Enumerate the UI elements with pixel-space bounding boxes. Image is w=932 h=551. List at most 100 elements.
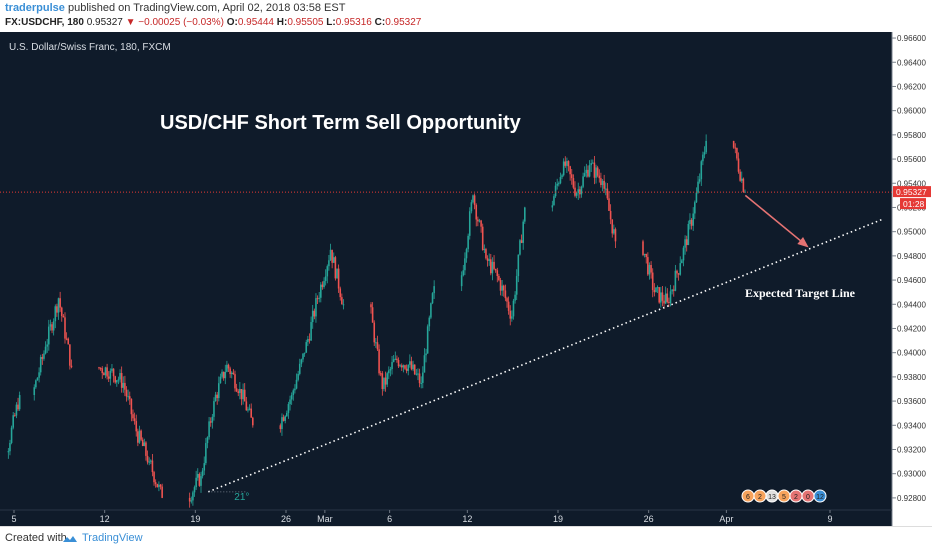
- candle-body: [468, 211, 471, 236]
- event-badge-count: 2: [794, 494, 798, 501]
- candle-body: [394, 358, 397, 360]
- candle-body: [282, 417, 285, 421]
- candle-body: [556, 183, 558, 186]
- angle-label: 21°: [234, 492, 249, 503]
- candle-body: [679, 263, 682, 275]
- candle-body: [289, 399, 291, 405]
- candle-body: [133, 418, 136, 422]
- candle-body: [590, 163, 592, 166]
- event-badge-count: 0: [806, 494, 810, 501]
- candle-body: [698, 179, 701, 182]
- candle-body: [112, 368, 115, 377]
- candle-body: [125, 389, 128, 397]
- candle-body: [472, 195, 474, 203]
- candle-body: [295, 379, 298, 389]
- candle-body: [423, 355, 426, 373]
- candle-body: [504, 290, 507, 299]
- candle-body: [290, 395, 293, 400]
- candle-body: [661, 292, 664, 301]
- author-link[interactable]: traderpulse: [5, 2, 65, 14]
- y-tick-label: 0.92800: [897, 494, 926, 503]
- candle-body: [227, 364, 230, 369]
- candle-body: [190, 500, 193, 502]
- y-tick-label: 0.93600: [897, 397, 926, 406]
- price-tag-value: 0.95327: [896, 187, 927, 197]
- candle-body: [402, 365, 405, 368]
- candle-body: [422, 372, 424, 383]
- x-tick-label: 6: [387, 514, 392, 524]
- candle-body: [224, 371, 227, 379]
- candle-body: [57, 298, 60, 313]
- candle-body: [67, 338, 70, 345]
- candle-body: [43, 353, 45, 359]
- candle-body: [230, 372, 233, 375]
- x-tick-label: 12: [100, 514, 110, 524]
- candle-body: [315, 298, 317, 317]
- candle-body: [384, 377, 387, 385]
- candle-body: [49, 324, 52, 327]
- candle-body: [574, 187, 576, 196]
- candle-body: [694, 202, 696, 214]
- candle-body: [151, 460, 154, 473]
- candle-body: [383, 377, 385, 389]
- candle-body: [596, 167, 599, 176]
- candle-body: [490, 259, 492, 274]
- candle-body: [577, 189, 580, 193]
- candle-body: [559, 177, 562, 184]
- candle-body: [116, 380, 118, 383]
- tradingview-brand-link[interactable]: TradingView: [82, 532, 143, 544]
- candle-body: [685, 239, 688, 246]
- tradingview-logo-icon: [63, 536, 77, 542]
- candle-body: [674, 270, 677, 291]
- candle-body: [404, 365, 406, 369]
- candle-body: [389, 369, 392, 371]
- candle-body: [373, 322, 376, 343]
- candle-body: [232, 372, 235, 375]
- candle-body: [470, 202, 473, 212]
- candle-body: [337, 268, 340, 289]
- sell-arrow[interactable]: [744, 194, 809, 248]
- candle-body: [400, 365, 403, 368]
- symbol-label: FX:USDCHF, 180: [5, 17, 84, 28]
- chart-headline: USD/CHF Short Term Sell Opportunity: [160, 112, 522, 134]
- candle-body: [681, 260, 683, 264]
- candle-body: [671, 289, 673, 292]
- candle-body: [287, 404, 290, 413]
- event-badge-count: 12: [816, 494, 824, 501]
- candle-body: [98, 367, 100, 369]
- economic-event-badges[interactable]: 6 2 13 5 2 0 12: [741, 489, 827, 503]
- y-axis: 0.96600 0.96400 0.96200 0.96000 0.95800 0.956…: [892, 34, 926, 503]
- y-tick-label: 0.94800: [897, 252, 926, 261]
- event-badge[interactable]: [813, 489, 827, 503]
- candle-body: [117, 379, 120, 381]
- price-chart[interactable]: 0.96600 0.96400 0.96200 0.96000 0.95800 0.956…: [0, 32, 932, 526]
- candle-body: [65, 338, 68, 340]
- candle-body: [321, 284, 324, 287]
- high-value: 0.95505: [287, 17, 324, 28]
- candle-body: [122, 382, 125, 388]
- candle-body: [388, 370, 390, 374]
- candle-body: [51, 324, 53, 331]
- last-price-tag: 0.95327 01:28: [893, 186, 931, 210]
- candle-body: [243, 389, 246, 402]
- y-tick-label: 0.94400: [897, 300, 926, 309]
- candle-body: [161, 486, 163, 498]
- candle-body: [433, 286, 435, 294]
- candle-body: [690, 219, 693, 226]
- candle-body: [732, 140, 735, 148]
- candle-body: [609, 210, 612, 220]
- candle-body: [582, 176, 584, 187]
- candle-body: [734, 147, 737, 149]
- candle-body: [9, 442, 11, 452]
- candle-body: [379, 373, 382, 375]
- candle-body: [305, 342, 308, 353]
- price-axis[interactable]: [892, 32, 932, 526]
- candle-body: [648, 265, 651, 275]
- candle-body: [193, 487, 196, 493]
- candle-body: [250, 408, 252, 418]
- candle-body: [499, 280, 502, 291]
- candle-body: [509, 310, 512, 319]
- candle-body: [412, 364, 414, 370]
- candle-body: [613, 229, 615, 234]
- candle-body: [111, 368, 113, 371]
